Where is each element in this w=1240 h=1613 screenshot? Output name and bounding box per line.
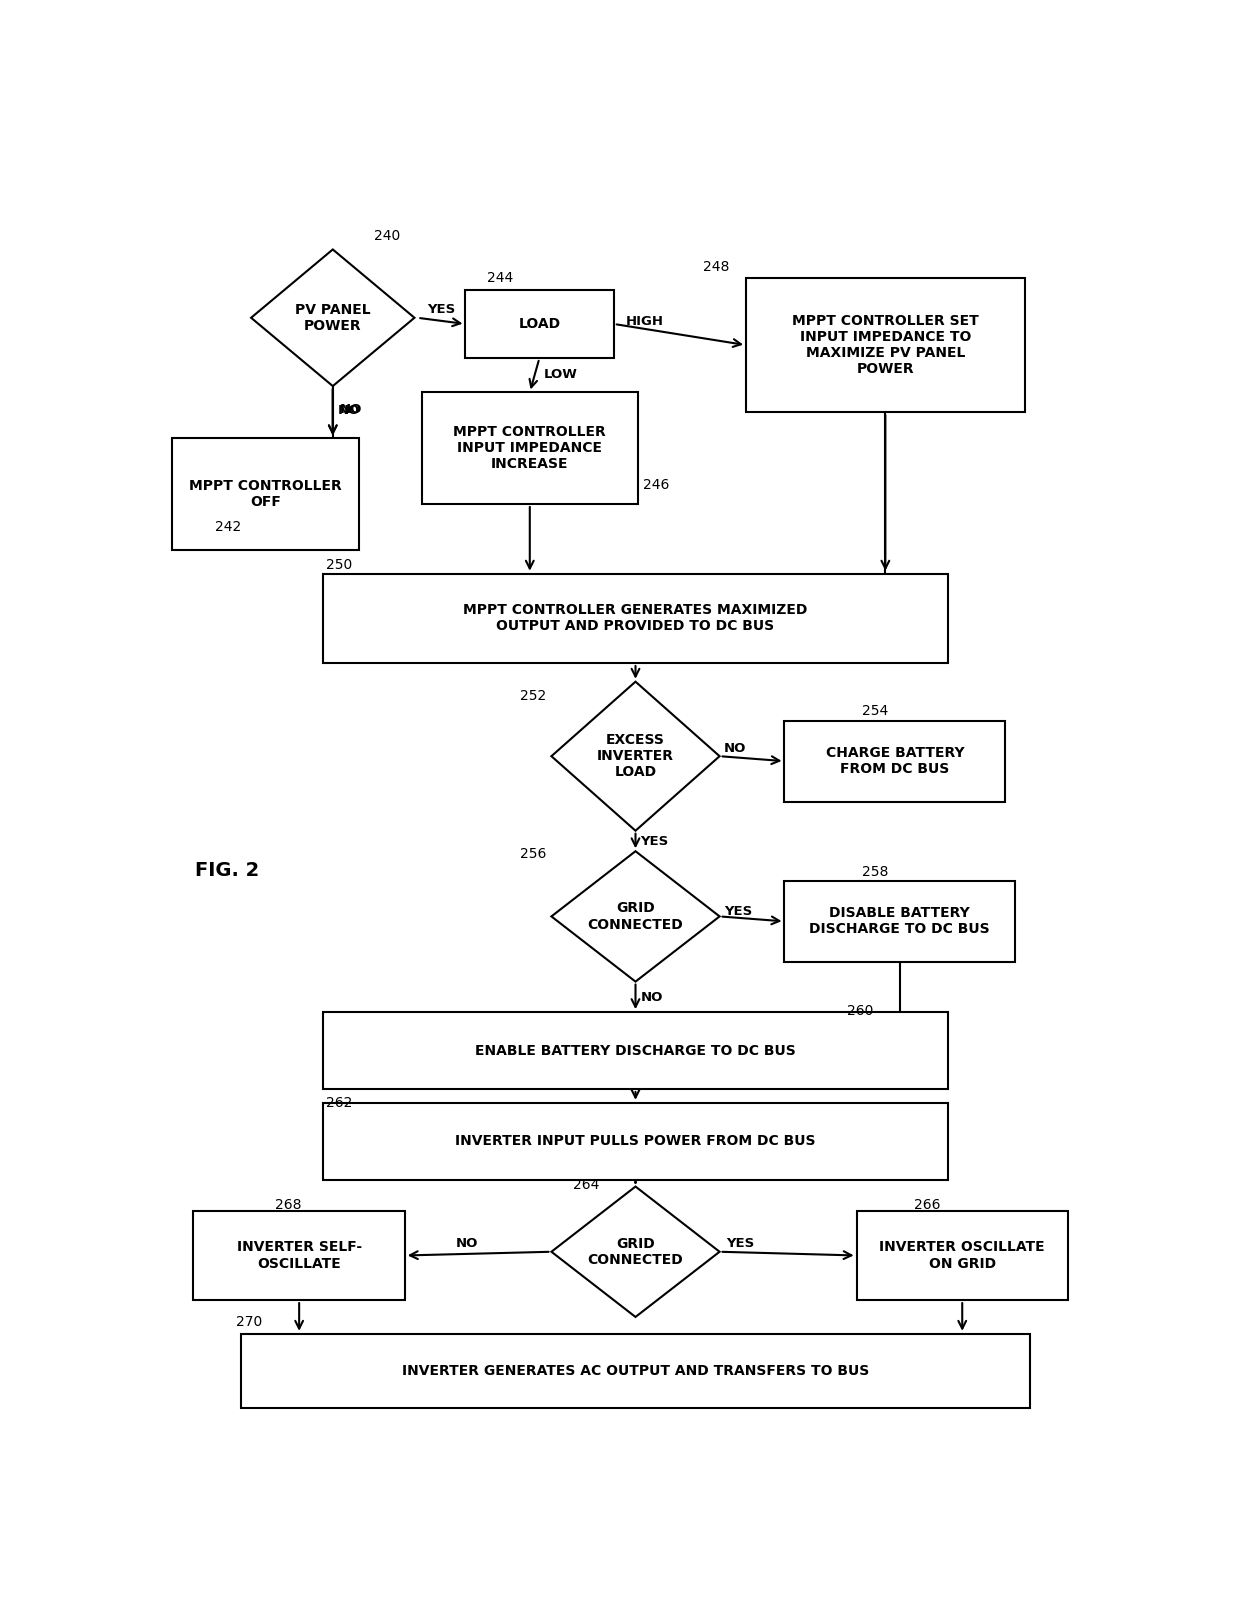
FancyBboxPatch shape — [746, 277, 1024, 413]
FancyBboxPatch shape — [785, 881, 1016, 961]
Text: 254: 254 — [862, 703, 889, 718]
Text: MPPT CONTROLLER GENERATES MAXIMIZED
OUTPUT AND PROVIDED TO DC BUS: MPPT CONTROLLER GENERATES MAXIMIZED OUTP… — [464, 603, 807, 634]
Text: YES: YES — [725, 1237, 754, 1250]
Text: NO: NO — [340, 403, 362, 416]
Text: CHARGE BATTERY
FROM DC BUS: CHARGE BATTERY FROM DC BUS — [826, 747, 965, 776]
Text: 270: 270 — [236, 1315, 262, 1329]
FancyBboxPatch shape — [465, 290, 614, 358]
Text: PV PANEL
POWER: PV PANEL POWER — [295, 303, 371, 332]
Text: 260: 260 — [847, 1005, 873, 1018]
Text: DISABLE BATTERY
DISCHARGE TO DC BUS: DISABLE BATTERY DISCHARGE TO DC BUS — [810, 907, 990, 937]
Text: HIGH: HIGH — [626, 315, 663, 327]
Text: ENABLE BATTERY DISCHARGE TO DC BUS: ENABLE BATTERY DISCHARGE TO DC BUS — [475, 1044, 796, 1058]
Text: INVERTER GENERATES AC OUTPUT AND TRANSFERS TO BUS: INVERTER GENERATES AC OUTPUT AND TRANSFE… — [402, 1365, 869, 1378]
Text: LOW: LOW — [544, 368, 578, 381]
FancyBboxPatch shape — [324, 1103, 947, 1179]
Text: 242: 242 — [215, 519, 241, 534]
Text: 266: 266 — [914, 1198, 941, 1211]
Text: 244: 244 — [486, 271, 513, 286]
Text: 256: 256 — [521, 847, 547, 860]
Text: MPPT CONTROLLER
INPUT IMPEDANCE
INCREASE: MPPT CONTROLLER INPUT IMPEDANCE INCREASE — [454, 424, 606, 471]
Text: GRID
CONNECTED: GRID CONNECTED — [588, 1237, 683, 1266]
Text: 248: 248 — [703, 260, 729, 274]
Text: 252: 252 — [521, 689, 547, 703]
Text: 262: 262 — [326, 1097, 352, 1110]
Text: EXCESS
INVERTER
LOAD: EXCESS INVERTER LOAD — [596, 732, 675, 779]
Text: 240: 240 — [374, 229, 401, 244]
Polygon shape — [552, 682, 719, 831]
Text: NO: NO — [456, 1237, 479, 1250]
Text: YES: YES — [640, 836, 668, 848]
Text: NO: NO — [337, 405, 360, 418]
Text: MPPT CONTROLLER SET
INPUT IMPEDANCE TO
MAXIMIZE PV PANEL
POWER: MPPT CONTROLLER SET INPUT IMPEDANCE TO M… — [792, 315, 978, 376]
FancyBboxPatch shape — [193, 1211, 404, 1300]
Text: 264: 264 — [573, 1177, 599, 1192]
Polygon shape — [552, 1187, 719, 1316]
FancyBboxPatch shape — [422, 392, 637, 503]
Text: INVERTER INPUT PULLS POWER FROM DC BUS: INVERTER INPUT PULLS POWER FROM DC BUS — [455, 1134, 816, 1148]
Text: INVERTER SELF-
OSCILLATE: INVERTER SELF- OSCILLATE — [237, 1240, 362, 1271]
FancyBboxPatch shape — [324, 1011, 947, 1089]
Text: INVERTER OSCILLATE
ON GRID: INVERTER OSCILLATE ON GRID — [879, 1240, 1045, 1271]
FancyBboxPatch shape — [785, 721, 1006, 802]
Text: 268: 268 — [275, 1198, 301, 1211]
Text: MPPT CONTROLLER
OFF: MPPT CONTROLLER OFF — [190, 479, 342, 510]
Polygon shape — [552, 852, 719, 982]
Text: YES: YES — [724, 905, 753, 918]
FancyBboxPatch shape — [172, 439, 360, 550]
Text: LOAD: LOAD — [518, 318, 560, 331]
FancyBboxPatch shape — [857, 1211, 1068, 1300]
FancyBboxPatch shape — [242, 1334, 1029, 1408]
FancyBboxPatch shape — [324, 574, 947, 663]
Text: FIG. 2: FIG. 2 — [196, 861, 259, 881]
Text: GRID
CONNECTED: GRID CONNECTED — [588, 902, 683, 932]
Text: 258: 258 — [862, 865, 889, 879]
Text: 246: 246 — [644, 477, 670, 492]
Polygon shape — [250, 250, 414, 386]
Text: YES: YES — [427, 303, 455, 316]
Text: 250: 250 — [326, 558, 352, 573]
Text: NO: NO — [724, 742, 746, 755]
Text: NO: NO — [640, 990, 662, 1003]
